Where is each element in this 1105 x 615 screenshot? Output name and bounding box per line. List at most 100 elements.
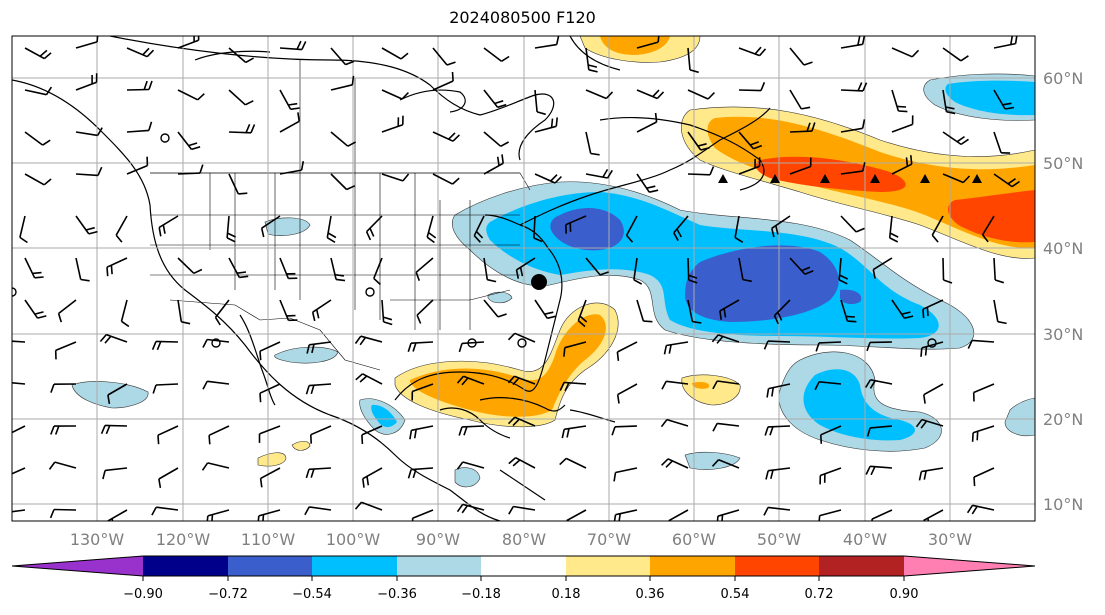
wind-barb-feather [148,80,153,90]
wind-barb-pennant [972,174,982,183]
wind-barb-staff [126,47,148,58]
lon-label: 110°W [241,530,296,549]
wind-barb-feather [660,419,668,428]
lat-label: 10°N [1043,495,1083,514]
wind-barb-staff [972,425,995,434]
wind-barb-feather [734,236,744,243]
wind-barb-feather [654,112,658,123]
wind-barb-feather [201,462,209,471]
wind-barb-feather [508,457,517,465]
wind-barb-staff [564,425,587,431]
wind-barb-staff [483,257,489,280]
wind-barb-feather [305,469,310,479]
wind-barb-feather [301,41,307,50]
wind-barb-feather [806,122,811,132]
wind-barb-feather [211,514,214,521]
wind-barb-staff [309,383,332,387]
wind-barb-staff [214,299,230,318]
wind-barb-staff [279,47,302,51]
wind-barb-feather [865,379,872,388]
wind-barb-feather [451,177,460,185]
wind-barb-feather [901,311,911,315]
wind-barb-feather [362,478,365,488]
wind-barb-feather [962,175,971,184]
wind-barb-feather [870,466,876,476]
wind-barb-feather [855,227,865,233]
wind-barb-staff [738,257,744,280]
wind-barb-feather [966,504,974,514]
wind-barb-feather [409,430,413,440]
wind-barb-staff [993,42,1016,49]
wind-barb-feather [770,469,774,479]
wind-barb-staff [687,131,702,151]
wind-barb-feather [861,119,866,129]
wind-barb-feather [326,237,336,243]
wind-barb-staff [279,299,290,321]
wind-barb-staff [12,340,26,343]
wind-barb-staff [891,123,913,133]
wind-barb-staff [360,335,383,343]
colorbar-tick-label: 0.18 [552,587,581,602]
wind-barb-feather [50,383,55,393]
longitude-labels: 130°W 120°W 110°W 100°W 90°W 80°W 70°W 6… [70,530,972,549]
wind-barb-staff [483,47,502,62]
wind-barb-feather [181,321,191,325]
wind-barb-feather [688,274,698,279]
wind-barb-feather [507,416,516,425]
wind-barb-staff [585,173,608,179]
wind-barb-staff [566,509,587,521]
wind-barb-feather [775,225,779,235]
wind-barb-staff [106,257,128,268]
wind-barb-feather [915,419,923,428]
wind-barb-feather [501,154,504,164]
lat-label: 40°N [1043,239,1083,258]
wind-barb-staff [381,123,404,133]
wind-barb-staff [120,299,128,322]
wind-barb-feather [197,93,205,101]
wind-barb-feather [448,132,456,140]
wind-barb-staff [615,467,638,474]
wind-barb-staff [942,173,964,184]
wind-barb-feather [763,507,769,516]
wind-barb-feather [838,279,848,285]
wind-barb-feather [668,344,672,354]
wind-barb-staff [24,173,45,186]
wind-barb-staff [891,89,900,112]
wind-barb-feather [550,118,554,128]
wind-barb-staff [514,332,536,343]
wind-barb-staff [667,458,689,469]
wind-barb-staff [617,341,638,353]
wind-barb-feather [413,429,417,439]
wind-barb-feather [148,121,153,131]
lon-label: 60°W [672,530,716,549]
wind-barb-feather [657,36,660,43]
wind-barb-feather [500,141,509,148]
wind-barb-feather [973,477,976,487]
wind-barb-feather [577,319,586,328]
wind-barb-staff [258,509,281,517]
wind-barb-staff [53,508,77,511]
wind-barb-feather [689,69,699,74]
wind-barb-staff [773,299,791,317]
wind-barb-feather [512,418,520,427]
wind-barb-feather [501,55,510,62]
wind-barb-feather [550,174,558,182]
graticule [12,36,1035,521]
wind-barb-feather [563,347,566,357]
wind-barb-feather [304,506,310,516]
wind-barb-feather [4,341,8,349]
wind-barb-feather [43,178,52,186]
wind-barb-staff [24,299,39,319]
wind-barb-staff [514,416,536,427]
wind-barb-feather [311,344,315,354]
wind-barb-staff [462,503,485,511]
wind-barb-feather [494,100,504,105]
map-frame [11,35,1036,522]
wind-barb-feather [866,342,871,352]
wind-barb-staff [921,467,944,473]
wind-barb-staff [666,341,689,347]
wind-barb-staff [362,373,383,385]
wind-barb-feather [366,476,370,486]
wind-barb-feather [544,311,554,315]
wind-barb-feather [497,103,507,109]
